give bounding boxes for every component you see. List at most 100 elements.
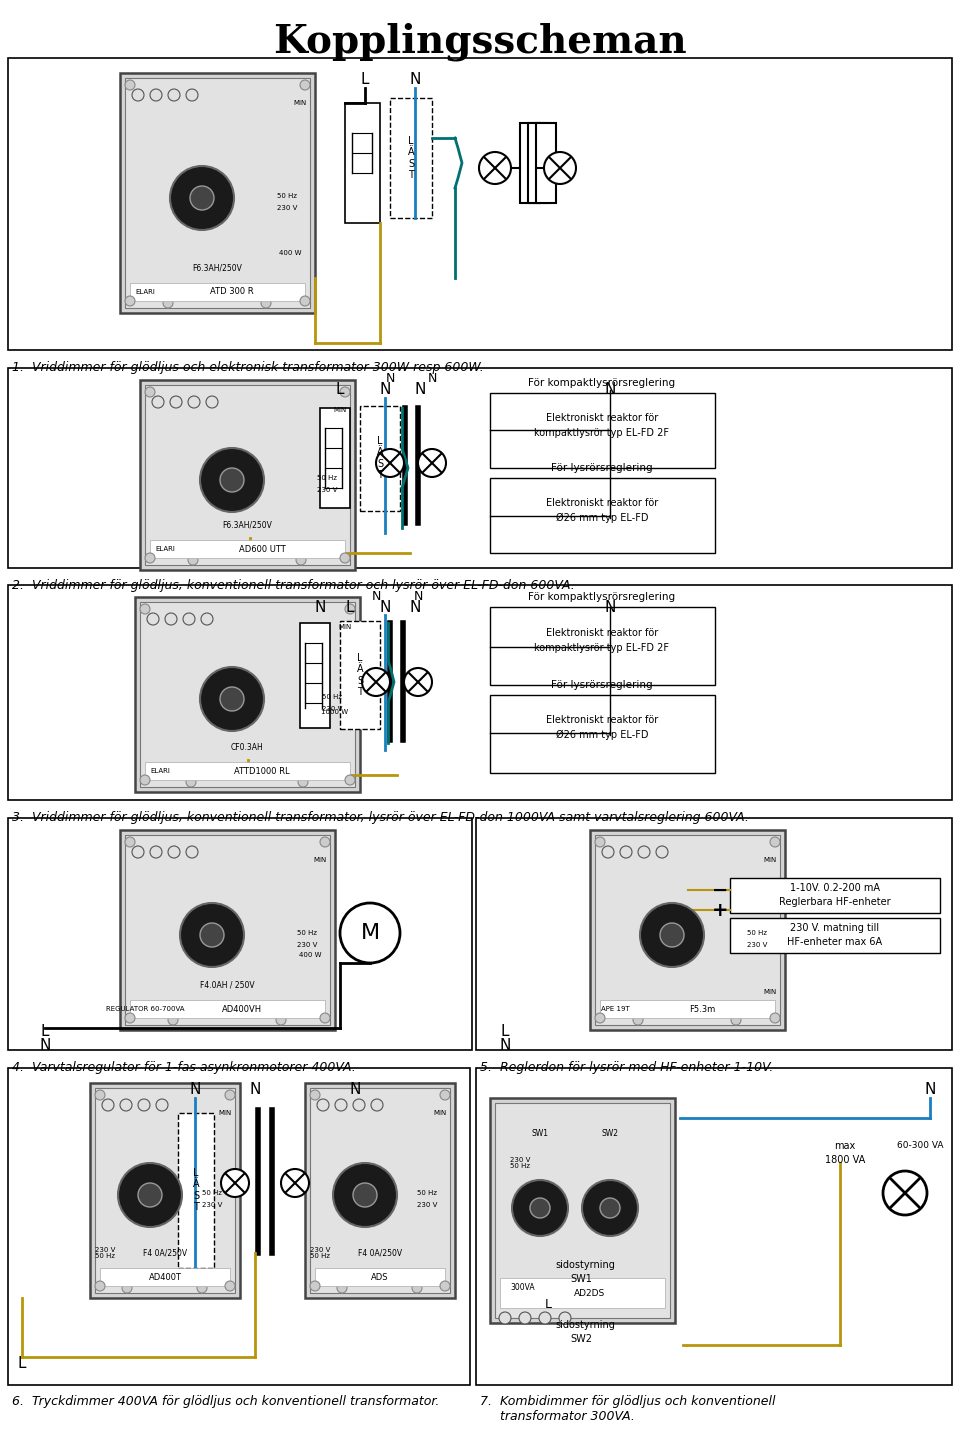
Circle shape bbox=[317, 1099, 329, 1112]
Bar bbox=[490, 695, 715, 773]
Text: 50 Hz: 50 Hz bbox=[202, 1190, 222, 1196]
Text: max: max bbox=[834, 1141, 855, 1151]
Text: N: N bbox=[39, 1039, 51, 1053]
Circle shape bbox=[337, 1283, 347, 1293]
Text: 60-300 VA: 60-300 VA bbox=[897, 1142, 944, 1151]
Bar bbox=[305, 1083, 455, 1298]
Circle shape bbox=[188, 396, 200, 407]
Text: N: N bbox=[499, 1039, 511, 1053]
Circle shape bbox=[125, 837, 135, 847]
Text: CF0.3AH: CF0.3AH bbox=[230, 742, 263, 751]
Circle shape bbox=[140, 776, 150, 786]
Bar bbox=[490, 393, 715, 469]
Circle shape bbox=[145, 553, 155, 563]
Text: N: N bbox=[604, 599, 615, 614]
Text: SW1: SW1 bbox=[532, 1129, 548, 1138]
Bar bbox=[490, 1099, 675, 1323]
Text: SW2: SW2 bbox=[570, 1334, 592, 1344]
Text: N: N bbox=[924, 1083, 936, 1097]
Text: Kopplingsscheman: Kopplingsscheman bbox=[274, 23, 686, 61]
Text: N: N bbox=[385, 371, 395, 384]
Text: F4 0A/250V: F4 0A/250V bbox=[143, 1248, 187, 1257]
Circle shape bbox=[125, 1013, 135, 1023]
Bar bbox=[345, 103, 380, 223]
Bar bbox=[300, 623, 330, 728]
Circle shape bbox=[731, 1016, 741, 1024]
Text: 6.  Tryckdimmer 400VA för glödljus och konventionell transformator.: 6. Tryckdimmer 400VA för glödljus och ko… bbox=[12, 1395, 440, 1408]
Text: N: N bbox=[414, 591, 422, 604]
Text: MIN: MIN bbox=[294, 100, 306, 106]
Bar bbox=[590, 829, 785, 1030]
Text: För lysrörsreglering: För lysrörsreglering bbox=[551, 679, 653, 690]
Circle shape bbox=[190, 186, 214, 210]
Circle shape bbox=[298, 777, 308, 787]
Circle shape bbox=[220, 469, 244, 492]
Text: N: N bbox=[189, 1083, 201, 1097]
Bar bbox=[8, 585, 952, 800]
Circle shape bbox=[125, 295, 135, 306]
Text: N: N bbox=[415, 383, 425, 397]
Text: 50 Hz: 50 Hz bbox=[297, 930, 317, 936]
Text: ELARI: ELARI bbox=[156, 546, 175, 551]
Text: 300VA: 300VA bbox=[510, 1283, 535, 1292]
Bar bbox=[120, 829, 335, 1030]
Bar bbox=[178, 1113, 214, 1267]
Text: 400 W: 400 W bbox=[278, 250, 301, 256]
Circle shape bbox=[660, 922, 684, 947]
Circle shape bbox=[206, 396, 218, 407]
Circle shape bbox=[140, 604, 150, 614]
Circle shape bbox=[300, 80, 310, 90]
Text: 230 V
50 Hz: 230 V 50 Hz bbox=[310, 1247, 330, 1260]
Circle shape bbox=[168, 845, 180, 858]
Bar bbox=[125, 835, 330, 1024]
Bar bbox=[145, 386, 350, 565]
Circle shape bbox=[170, 166, 234, 230]
Circle shape bbox=[120, 1099, 132, 1112]
Circle shape bbox=[147, 613, 159, 626]
Text: ATD 300 R: ATD 300 R bbox=[210, 288, 253, 297]
Circle shape bbox=[602, 845, 614, 858]
Circle shape bbox=[656, 845, 668, 858]
Text: 3.  Vriddimmer för glödljus, konventionell transformator, lysrör över EL-FD-don : 3. Vriddimmer för glödljus, konventionel… bbox=[12, 810, 749, 824]
Text: HF-enheter max 6A: HF-enheter max 6A bbox=[787, 937, 882, 947]
Text: +: + bbox=[711, 901, 729, 920]
Bar bbox=[495, 1103, 670, 1318]
Circle shape bbox=[180, 904, 244, 968]
Text: kompaktlysrör typ EL-FD 2F: kompaktlysrör typ EL-FD 2F bbox=[535, 428, 669, 438]
Circle shape bbox=[340, 387, 350, 397]
Circle shape bbox=[440, 1090, 450, 1100]
Text: Elektroniskt reaktor för: Elektroniskt reaktor för bbox=[546, 498, 659, 508]
Text: För kompaktlysrörsreglering: För kompaktlysrörsreglering bbox=[528, 592, 676, 602]
Text: AD400VH: AD400VH bbox=[222, 1004, 262, 1014]
Text: sidostyrning: sidostyrning bbox=[555, 1320, 614, 1330]
Circle shape bbox=[132, 89, 144, 100]
Circle shape bbox=[145, 387, 155, 397]
Bar bbox=[320, 407, 350, 508]
Text: transformator 300VA.: transformator 300VA. bbox=[480, 1410, 635, 1423]
Circle shape bbox=[186, 845, 198, 858]
Text: MIN: MIN bbox=[338, 624, 351, 630]
Bar bbox=[390, 97, 432, 218]
Text: AD400T: AD400T bbox=[149, 1273, 181, 1282]
Bar bbox=[310, 1088, 450, 1293]
Circle shape bbox=[183, 613, 195, 626]
Text: AD600 UTT: AD600 UTT bbox=[239, 544, 285, 553]
Text: 1.  Vriddimmer för glödljus och elektronisk transformator 300W resp 600W.: 1. Vriddimmer för glödljus och elektroni… bbox=[12, 361, 484, 374]
Circle shape bbox=[152, 396, 164, 407]
Circle shape bbox=[582, 1180, 638, 1235]
Text: MIN: MIN bbox=[313, 857, 326, 863]
Text: Ø26 mm typ EL-FD: Ø26 mm typ EL-FD bbox=[556, 514, 648, 524]
Bar bbox=[8, 818, 472, 1051]
Circle shape bbox=[353, 1099, 365, 1112]
Circle shape bbox=[600, 1197, 620, 1218]
Text: N: N bbox=[604, 383, 615, 397]
Circle shape bbox=[261, 298, 271, 308]
Circle shape bbox=[595, 837, 605, 847]
Circle shape bbox=[640, 904, 704, 968]
Circle shape bbox=[281, 1168, 309, 1197]
Circle shape bbox=[499, 1312, 511, 1324]
Circle shape bbox=[132, 845, 144, 858]
Text: 400 W: 400 W bbox=[299, 952, 322, 957]
Bar bbox=[120, 73, 315, 313]
Text: N: N bbox=[427, 371, 437, 384]
